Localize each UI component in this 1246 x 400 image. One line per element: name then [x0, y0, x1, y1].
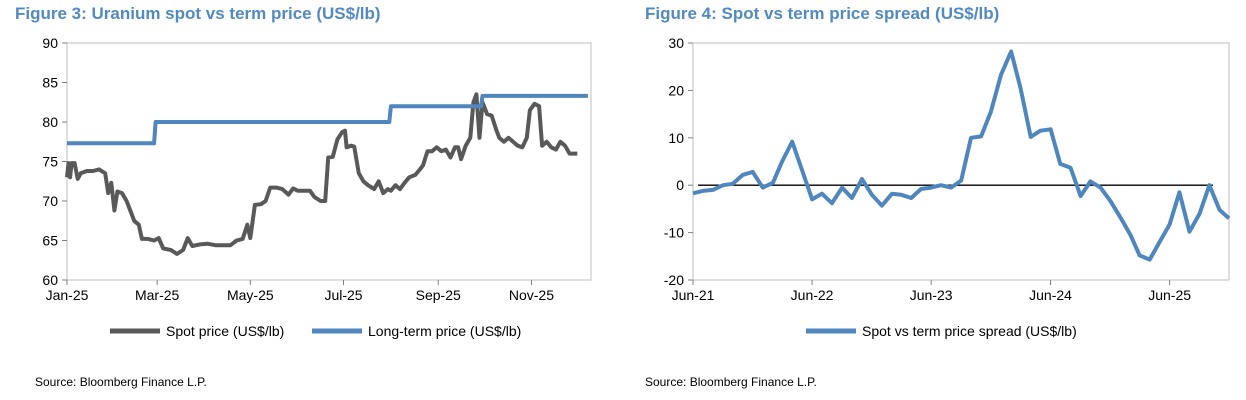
- figure-3-source: Source: Bloomberg Finance L.P.: [35, 375, 207, 389]
- series-line-spot-vs-term-price-spread-us-lb: [692, 49, 1231, 262]
- figure-4-chart: -20 -10 0 10 20 30 Jun-21 Jun-22 Jun-23 Jun-24 Jun…: [664, 35, 1231, 339]
- series-line-long-term-price-us-lb: [67, 93, 588, 146]
- x-tick-label: Jun-25: [1148, 287, 1191, 303]
- y-tick-label: 90: [42, 35, 58, 51]
- y-tick-label: 60: [42, 272, 58, 288]
- y-tick-label: 75: [42, 154, 58, 170]
- x-tick-label: Jan-25: [46, 287, 89, 303]
- x-tick-label: Mar-25: [135, 287, 180, 303]
- y-tick-label: 65: [42, 233, 58, 249]
- figure-3-title: Figure 3: Uranium spot vs term price (US…: [15, 4, 381, 23]
- x-tick-label: Sep-25: [416, 287, 461, 303]
- x-tick-label: Jun-22: [791, 287, 834, 303]
- y-tick-label: 10: [668, 130, 684, 146]
- y-tick-label: -20: [664, 272, 684, 288]
- y-tick-label: 85: [42, 75, 58, 91]
- y-tick-label: -10: [664, 225, 684, 241]
- x-tick-label: May-25: [227, 287, 274, 303]
- y-tick-label: 70: [42, 193, 58, 209]
- figure-3-chart: 60 65 70 75 80 85 90 Jan-25 Mar-25 May-25 Jul-25 Se…: [42, 35, 592, 339]
- x-tick-label: Jun-23: [910, 287, 953, 303]
- x-tick-label: Jun-21: [672, 287, 715, 303]
- x-tick-label: Jun-24: [1029, 287, 1072, 303]
- y-tick-label: 20: [668, 82, 684, 98]
- figure-4-source: Source: Bloomberg Finance L.P.: [645, 375, 817, 389]
- figure-4-panel: Figure 4: Spot vs term price spread (US$…: [623, 0, 1246, 400]
- figure-4-title: Figure 4: Spot vs term price spread (US$…: [645, 4, 1000, 23]
- y-tick-label: 30: [668, 35, 684, 51]
- y-tick-label: 0: [676, 177, 684, 193]
- figure-3-panel: Figure 3: Uranium spot vs term price (US…: [15, 4, 592, 389]
- series-line-spot-price-us-lb: [65, 92, 578, 256]
- x-tick-label: Nov-25: [509, 287, 554, 303]
- legend-label: Long-term price (US$/lb): [368, 323, 521, 339]
- legend-label: Spot vs term price spread (US$/lb): [862, 323, 1077, 339]
- x-tick-label: Jul-25: [324, 287, 362, 303]
- y-tick-label: 80: [42, 114, 58, 130]
- plot-area-frame: [692, 42, 1230, 281]
- legend-label: Spot price (US$/lb): [166, 323, 284, 339]
